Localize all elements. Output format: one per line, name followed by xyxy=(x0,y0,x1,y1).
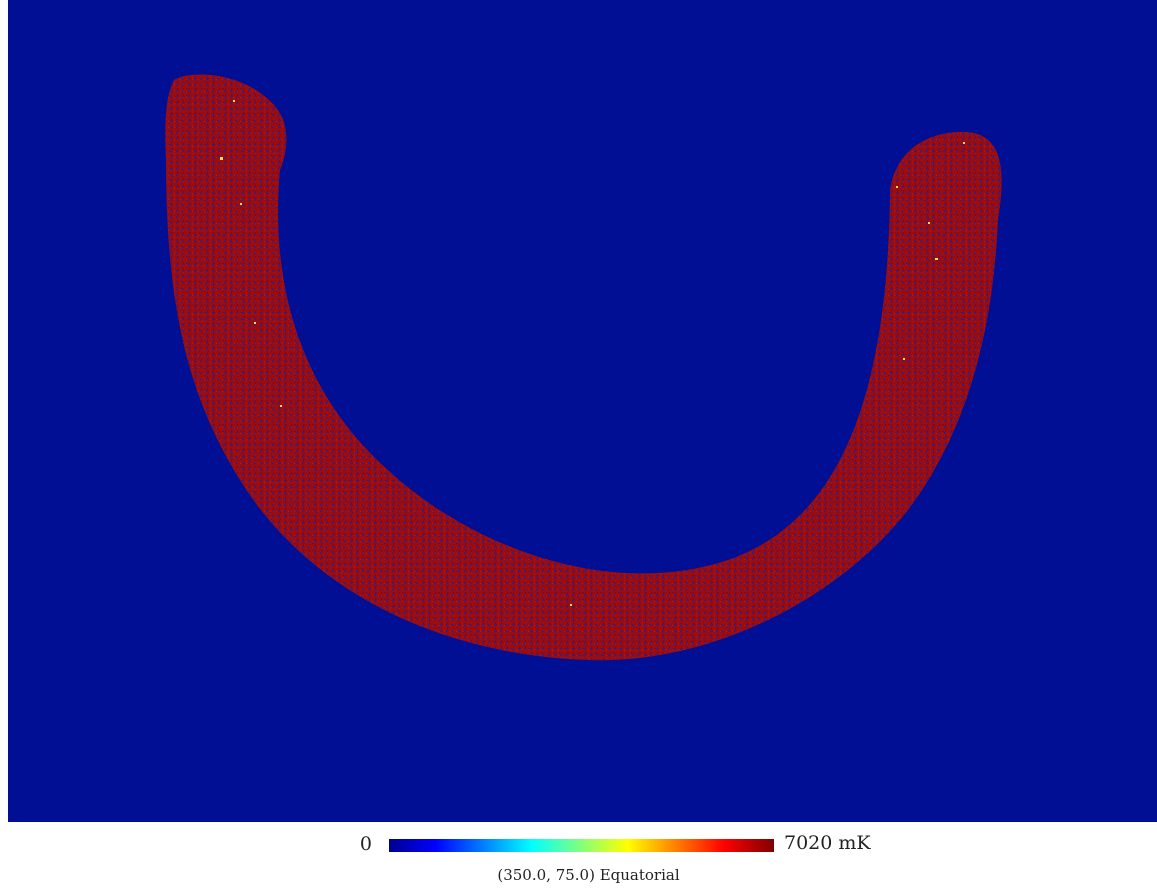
sky-band-texture xyxy=(165,74,1002,661)
colorbar-max-label: 7020 mK xyxy=(784,832,871,854)
colorbar xyxy=(389,839,774,852)
projection-label: (350.0, 75.0) Equatorial xyxy=(497,866,680,884)
sky-map xyxy=(8,0,1157,822)
colorbar-row: 0 7020 mK xyxy=(0,829,1157,861)
colorbar-min-label: 0 xyxy=(359,833,372,855)
hot-pixels xyxy=(220,100,965,606)
sky-map-canvas xyxy=(165,74,1002,661)
